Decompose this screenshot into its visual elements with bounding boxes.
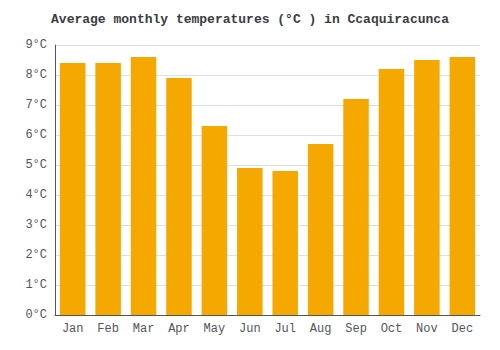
svg-text:6°C: 6°C: [25, 128, 47, 142]
svg-text:May: May: [204, 322, 226, 336]
svg-text:Oct: Oct: [381, 322, 403, 336]
svg-text:4°C: 4°C: [25, 188, 47, 202]
svg-text:1°C: 1°C: [25, 278, 47, 292]
svg-text:Mar: Mar: [133, 322, 155, 336]
svg-text:Dec: Dec: [451, 322, 473, 336]
svg-text:5°C: 5°C: [25, 158, 47, 172]
svg-text:Feb: Feb: [97, 322, 119, 336]
svg-text:0°C: 0°C: [25, 308, 47, 322]
svg-text:9°C: 9°C: [25, 38, 47, 52]
svg-text:Average monthly temperatures (: Average monthly temperatures (°C ) in Cc…: [51, 12, 449, 27]
svg-text:3°C: 3°C: [25, 218, 47, 232]
svg-text:Nov: Nov: [416, 322, 438, 336]
svg-text:Sep: Sep: [345, 322, 367, 336]
svg-text:Jan: Jan: [62, 322, 84, 336]
svg-text:Jul: Jul: [274, 322, 296, 336]
svg-text:Aug: Aug: [310, 322, 332, 336]
svg-text:Jun: Jun: [239, 322, 261, 336]
svg-text:2°C: 2°C: [25, 248, 47, 262]
svg-text:Apr: Apr: [168, 322, 190, 336]
svg-text:7°C: 7°C: [25, 98, 47, 112]
svg-text:8°C: 8°C: [25, 68, 47, 82]
